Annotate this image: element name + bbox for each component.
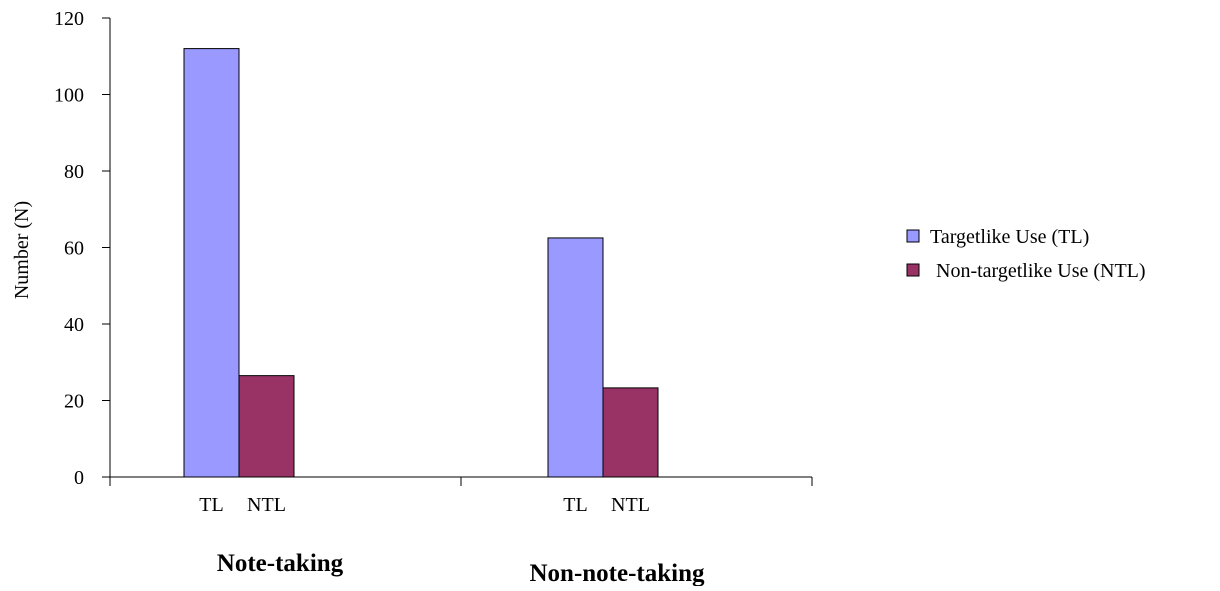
y-tick-label: 80	[64, 161, 84, 183]
bar-sub-label: TL	[563, 494, 587, 516]
legend-label-ntl: Non-targetlike Use (NTL)	[936, 260, 1146, 282]
legend-label-tl: Targetlike Use (TL)	[930, 226, 1089, 248]
category-label: Non-note-taking	[529, 560, 705, 586]
bar-ntl-note-taking	[238, 375, 295, 478]
y-tick-label: 0	[74, 467, 84, 489]
bar-sub-label: NTL	[247, 494, 286, 516]
bar-tl-non-note-taking	[547, 237, 604, 478]
y-axis-title: Number (N)	[11, 201, 33, 299]
x-axis	[109, 476, 813, 486]
bar-sub-label: NTL	[611, 494, 650, 516]
bar-labels: TL NTL TL NTL	[199, 494, 650, 516]
legend-swatch-tl	[906, 229, 920, 243]
y-tick-label: 40	[64, 314, 84, 336]
category-label: Note-taking	[217, 550, 344, 577]
y-tick-label: 120	[54, 8, 84, 30]
y-tick-label: 60	[64, 238, 84, 260]
legend: Targetlike Use (TL) Non-targetlike Use (N…	[906, 226, 1146, 282]
bar-sub-label: TL	[199, 494, 223, 516]
y-axis: 0 20 40 60 80 100 120	[54, 8, 111, 489]
y-tick-label: 100	[54, 85, 84, 107]
y-tick-label: 20	[64, 391, 84, 413]
bar-ntl-non-note-taking	[602, 387, 659, 478]
bars	[183, 48, 659, 478]
bar-tl-note-taking	[183, 48, 240, 478]
legend-swatch-ntl	[906, 263, 920, 277]
category-labels: Note-taking Non-note-taking	[217, 550, 705, 587]
